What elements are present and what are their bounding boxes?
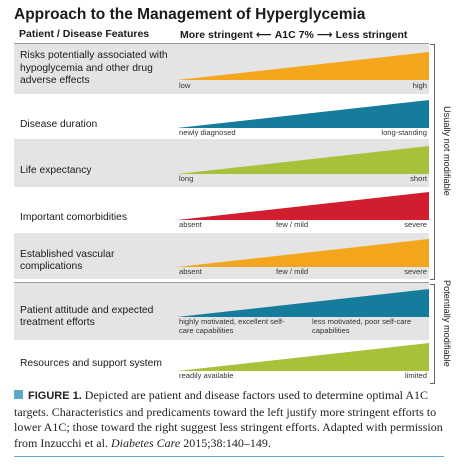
wedge-label-left: long <box>179 174 194 183</box>
bracket-modifiable <box>430 284 435 384</box>
stringency-wedge <box>177 343 429 371</box>
wedge-shape <box>177 146 429 174</box>
group-divider <box>14 282 429 283</box>
bracket-not-modifiable <box>430 44 435 280</box>
group-label-modifiable: Potentially modifiable <box>442 280 452 367</box>
wedge-label-left: highly motivated, excellent self-care ca… <box>179 317 285 335</box>
journal-name: Diabetes Care <box>110 435 181 450</box>
caption-citation: 2015;38:140–149. <box>180 435 271 450</box>
wedge-label-left: low <box>179 81 191 90</box>
feature-label: Resources and support system <box>20 357 162 369</box>
wedge-label-right: short <box>410 174 427 183</box>
wedge-shape <box>177 100 429 128</box>
stringency-wedge <box>177 192 429 220</box>
wedge-label-middle: few / mild <box>276 267 309 276</box>
feature-label: Important comorbidities <box>20 211 128 223</box>
wedge-label-left: absent <box>179 220 202 229</box>
column-header-stringency: More stringent ⟵ A1C 7% ⟶ Less stringent <box>180 28 408 42</box>
feature-label: Life expectancy <box>20 164 92 176</box>
wedge-shape <box>177 192 429 220</box>
column-header-features: Patient / Disease Features <box>19 28 150 40</box>
header-divider <box>14 43 429 44</box>
wedge-label-right: long-standing <box>381 128 427 137</box>
group-label-not-modifiable: Usually not modifiable <box>442 106 452 196</box>
stringency-wedge <box>177 52 429 80</box>
caption-rule <box>14 456 444 457</box>
wedge-label-middle: less motivated, poor self-care capabilit… <box>312 317 412 335</box>
wedge-label-right: severe <box>404 220 427 229</box>
a1c-target-label: A1C 7% <box>274 28 314 41</box>
feature-label: Established vascular complications <box>20 248 115 273</box>
wedge-shape <box>177 52 429 80</box>
stringency-wedge <box>177 100 429 128</box>
wedge-shape <box>177 343 429 371</box>
caption-text: Depicted are patient and disease factors… <box>14 388 443 450</box>
wedge-label-middle: few / mild <box>276 220 309 229</box>
arrow-left-icon: ⟵ <box>255 29 272 41</box>
wedge-label-right: high <box>412 81 427 90</box>
feature-label: Disease duration <box>20 119 98 131</box>
stringency-wedge <box>177 146 429 174</box>
more-stringent-label: More stringent <box>180 28 253 41</box>
wedge-label-right: severe <box>404 267 427 276</box>
stringency-wedge <box>177 289 429 317</box>
group-separator <box>14 279 429 284</box>
figure-title: Approach to the Management of Hyperglyce… <box>14 6 366 23</box>
wedge-label-left: absent <box>179 267 202 276</box>
figure-number: FIGURE 1. <box>28 390 82 402</box>
stringency-wedge <box>177 239 429 267</box>
wedge-label-left: readily available <box>179 371 234 380</box>
less-stringent-label: Less stringent <box>335 28 408 41</box>
caption-marker-icon <box>14 390 23 399</box>
feature-label: Patient attitude and expected treatment … <box>20 304 154 329</box>
figure-caption: FIGURE 1. Depicted are patient and disea… <box>14 388 444 451</box>
arrow-right-icon: ⟶ <box>316 29 333 41</box>
wedge-label-left: newly diagnosed <box>179 128 236 137</box>
wedge-shape <box>177 289 429 317</box>
feature-label: Risks potentially associated with hypogl… <box>20 50 168 87</box>
wedge-label-right: limited <box>405 371 427 380</box>
wedge-shape <box>177 239 429 267</box>
